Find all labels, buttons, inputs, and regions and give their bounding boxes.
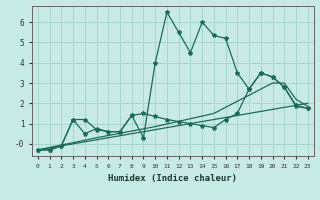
X-axis label: Humidex (Indice chaleur): Humidex (Indice chaleur) [108, 174, 237, 183]
